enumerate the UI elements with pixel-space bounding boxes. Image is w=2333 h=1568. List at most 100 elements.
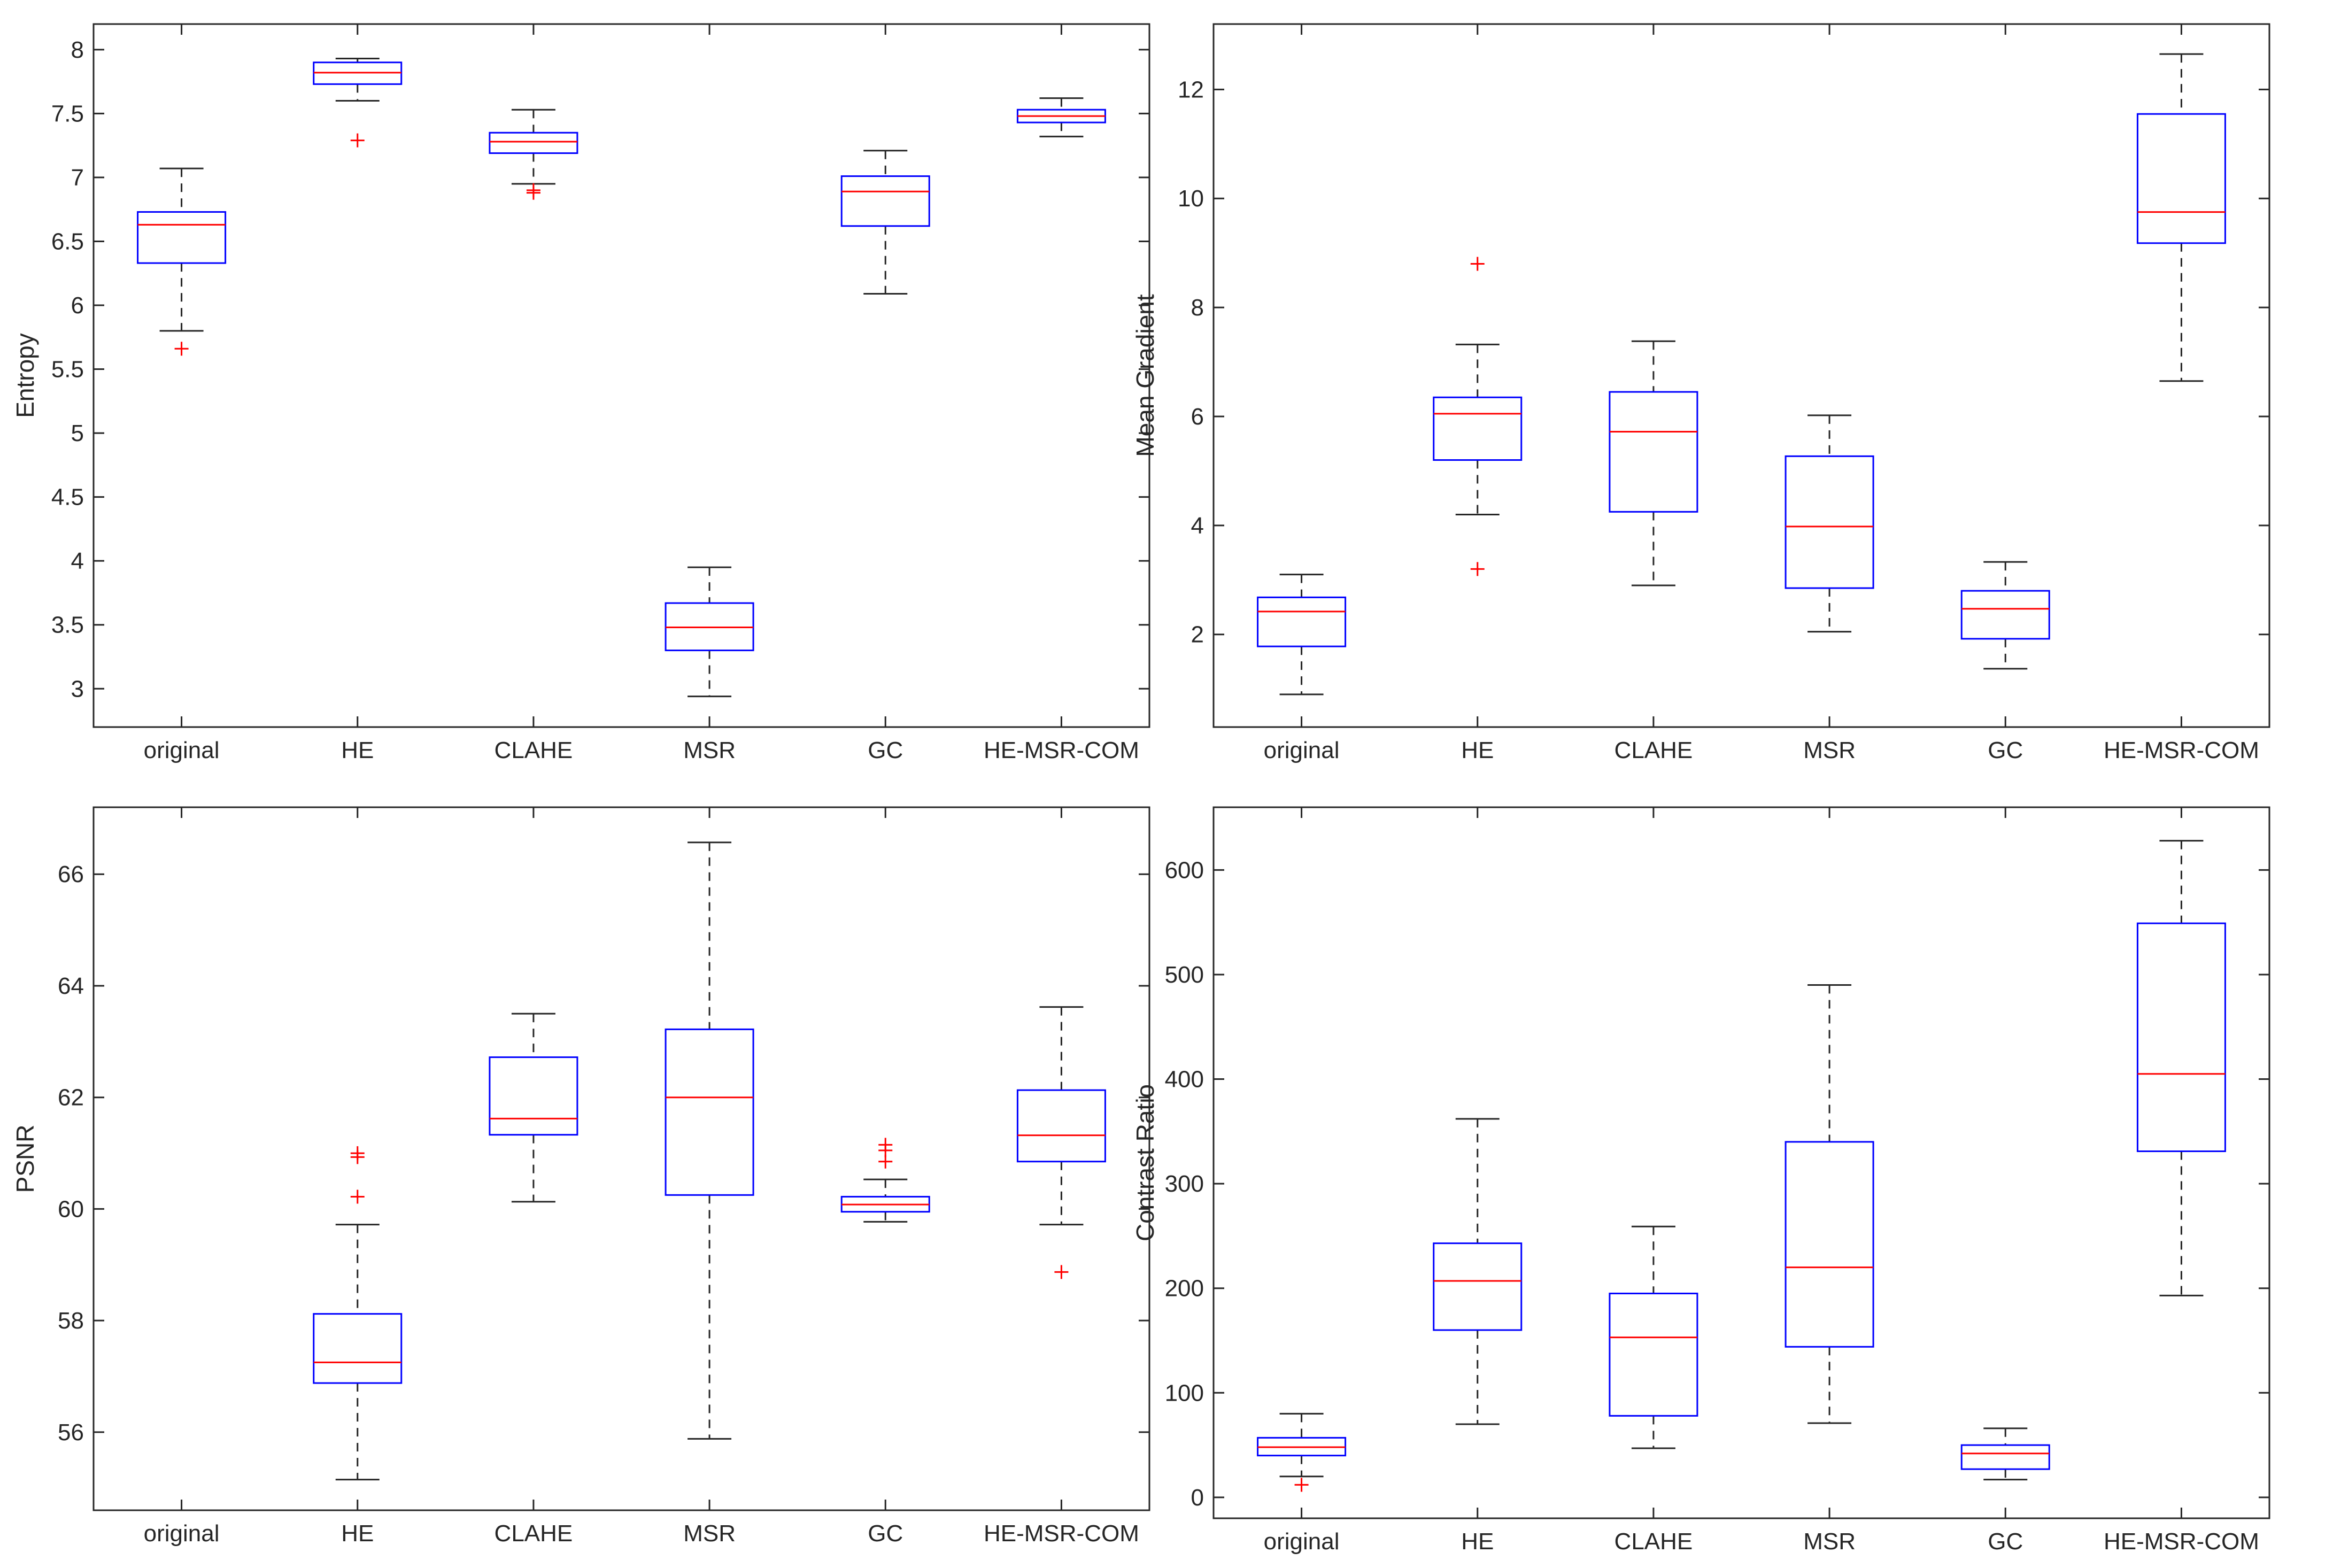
y-tick-label: 62 <box>58 1085 84 1111</box>
x-tick-label-original: original <box>144 1520 220 1547</box>
y-tick-label: 6.5 <box>51 228 84 254</box>
box-he-msr-com <box>1016 1006 1106 1279</box>
iqr-box <box>1257 596 1347 647</box>
iqr-box <box>2136 113 2226 244</box>
iqr-box <box>1784 455 1874 589</box>
box-he <box>313 1146 403 1481</box>
y-tick-label: 64 <box>58 973 84 999</box>
box-gc <box>1960 1427 2050 1481</box>
y-tick-label: 66 <box>58 861 84 887</box>
iqr-box <box>1960 1444 2050 1470</box>
axes-frame <box>1212 23 2270 728</box>
chart-panel-mean-gradient: 2 4 6 8 10 12 original HE CLAHE MSR GC HE-MSR-COM Me… <box>1131 23 2270 763</box>
y-tick-label: 600 <box>1165 857 1204 883</box>
y-tick-label: 8 <box>71 37 84 63</box>
x-tick-label-gc: GC <box>868 737 903 763</box>
box-gc <box>1960 561 2050 670</box>
y-tick-label: 12 <box>1178 76 1204 103</box>
y-tick-label: 10 <box>1178 186 1204 212</box>
box-msr <box>1784 984 1874 1424</box>
iqr-box <box>489 1056 578 1136</box>
box-original <box>1257 1412 1347 1492</box>
iqr-box <box>1609 1292 1698 1417</box>
iqr-box <box>1433 396 1523 461</box>
outlier-marker <box>350 133 365 148</box>
x-tick-label-gc: GC <box>1988 737 2023 763</box>
x-tick-label-msr: MSR <box>683 1520 736 1547</box>
iqr-box <box>313 1313 403 1384</box>
y-tick-label: 8 <box>1191 295 1204 321</box>
x-tick-label-he-msr-com: HE-MSR-COM <box>984 1520 1139 1547</box>
y-tick-label: 4.5 <box>51 484 84 511</box>
x-tick-label-gc: GC <box>868 1520 903 1547</box>
y-tick-label: 6 <box>1191 404 1204 430</box>
box-he <box>1433 257 1523 576</box>
y-axis-label: Contrast Ratio <box>1131 1084 1159 1241</box>
x-tick-label-msr: MSR <box>683 737 736 763</box>
y-tick-label: 56 <box>58 1419 84 1446</box>
outlier-marker <box>1294 1478 1309 1492</box>
iqr-box <box>1784 1141 1874 1348</box>
x-tick-label-he-msr-com: HE-MSR-COM <box>2104 737 2259 763</box>
y-tick-label: 0 <box>1191 1485 1204 1511</box>
iqr-box <box>1960 590 2050 640</box>
outlier-marker <box>1470 562 1485 576</box>
iqr-box <box>665 1028 754 1196</box>
x-tick-label-msr: MSR <box>1803 737 1856 763</box>
box-he-msr-com <box>2136 53 2226 382</box>
x-tick-label-msr: MSR <box>1803 1528 1856 1555</box>
box-clahe <box>1609 1225 1698 1449</box>
outlier-marker <box>878 1154 893 1169</box>
outlier-marker <box>1054 1265 1069 1279</box>
x-tick-label-he: HE <box>341 1520 374 1547</box>
iqr-box <box>1609 391 1698 513</box>
outlier-marker <box>350 1189 365 1204</box>
axes-frame <box>92 806 1150 1511</box>
y-tick-label: 200 <box>1165 1276 1204 1302</box>
box-original <box>1257 574 1347 696</box>
chart-panel-contrast-ratio: 0 100 200 300 400 500 600 original HE CLAHE MSR GC H… <box>1131 806 2270 1555</box>
axes-frame <box>92 23 1150 728</box>
y-tick-label: 7.5 <box>51 101 84 127</box>
y-tick-label: 6 <box>71 292 84 319</box>
x-tick-label-gc: GC <box>1988 1528 2023 1555</box>
outlier-marker <box>526 186 540 200</box>
box-he-msr-com <box>2136 840 2226 1296</box>
iqr-box <box>1016 1089 1106 1163</box>
y-tick-label: 2 <box>1191 622 1204 648</box>
box-msr <box>1784 414 1874 633</box>
y-tick-label: 5 <box>71 420 84 446</box>
chart-panel-entropy: 3 3.5 4 4.5 5 5.5 6 6.5 7 7.5 8 original HE CLAHE MSR G… <box>11 23 1150 763</box>
axes-frame <box>1212 806 2270 1519</box>
box-he-msr-com <box>1016 97 1106 137</box>
y-tick-label: 4 <box>71 548 84 574</box>
y-tick-label: 100 <box>1165 1380 1204 1406</box>
y-tick-label: 500 <box>1165 962 1204 988</box>
x-tick-label-clahe: CLAHE <box>495 737 573 763</box>
x-tick-label-clahe: CLAHE <box>1614 737 1693 763</box>
box-gc <box>840 1138 930 1223</box>
x-tick-label-he: HE <box>1461 737 1494 763</box>
y-tick-label: 400 <box>1165 1067 1204 1093</box>
x-tick-label-he: HE <box>341 737 374 763</box>
iqr-box <box>137 211 227 264</box>
y-axis-label: Entropy <box>11 333 39 418</box>
y-tick-label: 3.5 <box>51 612 84 638</box>
x-tick-label-he-msr-com: HE-MSR-COM <box>984 737 1139 763</box>
iqr-box <box>1433 1242 1523 1331</box>
y-tick-label: 4 <box>1191 513 1204 539</box>
y-axis-label: Mean Gradient <box>1131 294 1159 457</box>
y-tick-label: 60 <box>58 1196 84 1222</box>
box-msr <box>665 841 754 1440</box>
x-tick-label-original: original <box>144 737 220 763</box>
x-tick-label-original: original <box>1264 737 1340 763</box>
box-msr <box>665 566 754 698</box>
x-tick-label-clahe: CLAHE <box>1614 1528 1693 1555</box>
y-tick-label: 58 <box>58 1308 84 1334</box>
box-he <box>313 58 403 148</box>
outlier-marker <box>174 342 189 356</box>
y-tick-label: 300 <box>1165 1171 1204 1197</box>
box-original <box>137 167 227 356</box>
chart-panel-psnr: 56 58 60 62 64 66 original HE CLAHE MSR GC HE-MSR-C… <box>11 806 1150 1547</box>
